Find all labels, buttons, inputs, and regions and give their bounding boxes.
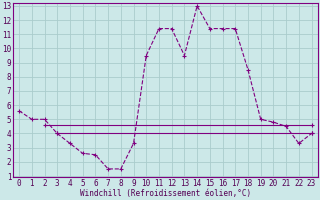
X-axis label: Windchill (Refroidissement éolien,°C): Windchill (Refroidissement éolien,°C) [80,189,251,198]
